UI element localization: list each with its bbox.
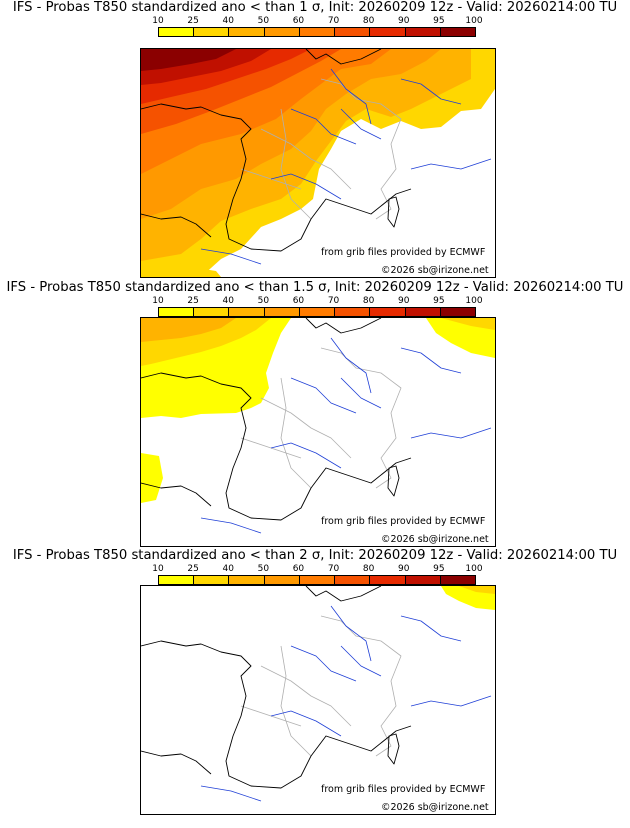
colorbar-tick-label: 60 bbox=[292, 564, 305, 574]
corsica-coast bbox=[387, 465, 400, 497]
colorbar-tick-label: 70 bbox=[327, 296, 340, 306]
colorbar-ticks: 10 25 40 50 60 70 80 90 95 100 bbox=[152, 564, 482, 576]
colorbar-swatch bbox=[405, 308, 441, 316]
panel-title: IFS - Probas T850 standardized ano < tha… bbox=[12, 548, 618, 563]
colorbar-swatch bbox=[229, 308, 265, 316]
colorbar-tick-label: 50 bbox=[257, 16, 270, 26]
borders bbox=[240, 615, 402, 757]
colorbar-swatch bbox=[299, 28, 336, 36]
colorbar-tick-label: 50 bbox=[257, 296, 270, 306]
colorbar-swatch bbox=[264, 576, 300, 584]
colorbar-tick-label: 100 bbox=[465, 296, 483, 306]
colorbar-ticks: 10 25 40 50 60 70 80 90 95 100 bbox=[152, 296, 482, 308]
probability-map: from grib files provided by ECMWF ©2026 … bbox=[140, 48, 496, 278]
colorbar-tick-label: 40 bbox=[222, 296, 234, 306]
copyright: ©2026 sb@irizone.net bbox=[381, 534, 489, 545]
map-graphic bbox=[141, 49, 495, 277]
colorbar-tick-label: 70 bbox=[327, 564, 340, 574]
colorbar-tick-label: 90 bbox=[398, 16, 410, 26]
colorbar-swatch bbox=[159, 576, 195, 584]
colorbar-swatch bbox=[335, 576, 371, 584]
colorbar-tick-label: 80 bbox=[362, 296, 375, 306]
colorbar: 10 25 40 50 60 70 80 90 95 100 bbox=[152, 16, 483, 46]
colorbar-tick-label: 90 bbox=[398, 296, 410, 306]
colorbar-tick-label: 80 bbox=[362, 16, 375, 26]
colorbar-tick-label: 95 bbox=[433, 564, 445, 574]
colorbar-tick-label: 10 bbox=[152, 564, 164, 574]
map-graphic bbox=[141, 586, 495, 802]
colorbar-tick-label: 100 bbox=[465, 564, 483, 574]
colorbar-tick-label: 10 bbox=[152, 296, 164, 306]
colorbar-tick-label: 90 bbox=[398, 564, 410, 574]
colorbar-tick-label: 95 bbox=[433, 296, 445, 306]
colorbar-tick-label: 50 bbox=[257, 564, 270, 574]
colorbar-tick-label: 80 bbox=[362, 564, 375, 574]
colorbar-swatch bbox=[264, 28, 300, 36]
colorbar-boxes bbox=[158, 27, 476, 37]
rivers bbox=[200, 68, 492, 265]
colorbar-swatch bbox=[440, 576, 475, 584]
probability-map: from grib files provided by ECMWF ©2026 … bbox=[140, 317, 496, 547]
data-credit: from grib files provided by ECMWF bbox=[321, 784, 486, 795]
colorbar: 10 25 40 50 60 70 80 90 95 100 bbox=[152, 296, 483, 326]
colorbar-swatch bbox=[440, 28, 475, 36]
map-panel-2: IFS - Probas T850 standardized ano < tha… bbox=[0, 280, 630, 556]
probability-fill bbox=[441, 586, 495, 610]
colorbar-swatch bbox=[194, 576, 230, 584]
colorbar-tick-label: 40 bbox=[222, 564, 234, 574]
probability-fill bbox=[141, 318, 495, 503]
colorbar-swatch bbox=[299, 308, 336, 316]
colorbar-tick-label: 100 bbox=[465, 16, 483, 26]
colorbar-swatch bbox=[370, 308, 406, 316]
coastline bbox=[141, 318, 412, 521]
copyright: ©2026 sb@irizone.net bbox=[381, 802, 489, 813]
rivers bbox=[200, 605, 492, 802]
corsica-coast bbox=[387, 196, 400, 228]
colorbar-swatch bbox=[299, 576, 336, 584]
probability-fill bbox=[141, 49, 495, 277]
colorbar-swatch bbox=[370, 28, 406, 36]
colorbar-swatch bbox=[264, 308, 300, 316]
map-panel-3: IFS - Probas T850 standardized ano < tha… bbox=[0, 548, 630, 824]
coastline bbox=[141, 49, 412, 252]
map-panel-1: IFS - Probas T850 standardized ano < tha… bbox=[0, 0, 630, 278]
colorbar-tick-label: 40 bbox=[222, 16, 234, 26]
borders bbox=[240, 347, 402, 489]
colorbar-boxes bbox=[158, 307, 476, 317]
colorbar-swatch bbox=[159, 28, 195, 36]
colorbar-swatch bbox=[335, 28, 371, 36]
colorbar-tick-label: 25 bbox=[187, 16, 199, 26]
colorbar-tick-label: 70 bbox=[327, 16, 340, 26]
panel-title: IFS - Probas T850 standardized ano < tha… bbox=[6, 280, 624, 295]
colorbar-swatch bbox=[159, 308, 195, 316]
colorbar-tick-label: 25 bbox=[187, 296, 199, 306]
colorbar-ticks: 10 25 40 50 60 70 80 90 95 100 bbox=[152, 16, 482, 28]
colorbar-tick-label: 10 bbox=[152, 16, 164, 26]
colorbar-swatch bbox=[229, 576, 265, 584]
colorbar-tick-label: 95 bbox=[433, 16, 445, 26]
colorbar-tick-label: 25 bbox=[187, 564, 199, 574]
colorbar-swatch bbox=[405, 28, 441, 36]
colorbar-swatch bbox=[194, 308, 230, 316]
borders bbox=[240, 78, 402, 220]
probability-map: from grib files provided by ECMWF ©2026 … bbox=[140, 585, 496, 815]
colorbar-boxes bbox=[158, 575, 476, 585]
data-credit: from grib files provided by ECMWF bbox=[321, 516, 486, 527]
colorbar-tick-label: 60 bbox=[292, 16, 305, 26]
colorbar-swatch bbox=[335, 308, 371, 316]
colorbar-swatch bbox=[229, 28, 265, 36]
map-graphic bbox=[141, 318, 495, 534]
rivers bbox=[200, 337, 492, 534]
colorbar: 10 25 40 50 60 70 80 90 95 100 bbox=[152, 564, 483, 594]
coastline bbox=[141, 586, 412, 789]
colorbar-swatch bbox=[370, 576, 406, 584]
colorbar-swatch bbox=[194, 28, 230, 36]
colorbar-tick-label: 60 bbox=[292, 296, 305, 306]
panel-title: IFS - Probas T850 standardized ano < tha… bbox=[12, 0, 618, 15]
corsica-coast bbox=[387, 733, 400, 765]
colorbar-swatch bbox=[440, 308, 475, 316]
copyright: ©2026 sb@irizone.net bbox=[381, 265, 489, 276]
colorbar-swatch bbox=[405, 576, 441, 584]
data-credit: from grib files provided by ECMWF bbox=[321, 247, 486, 258]
